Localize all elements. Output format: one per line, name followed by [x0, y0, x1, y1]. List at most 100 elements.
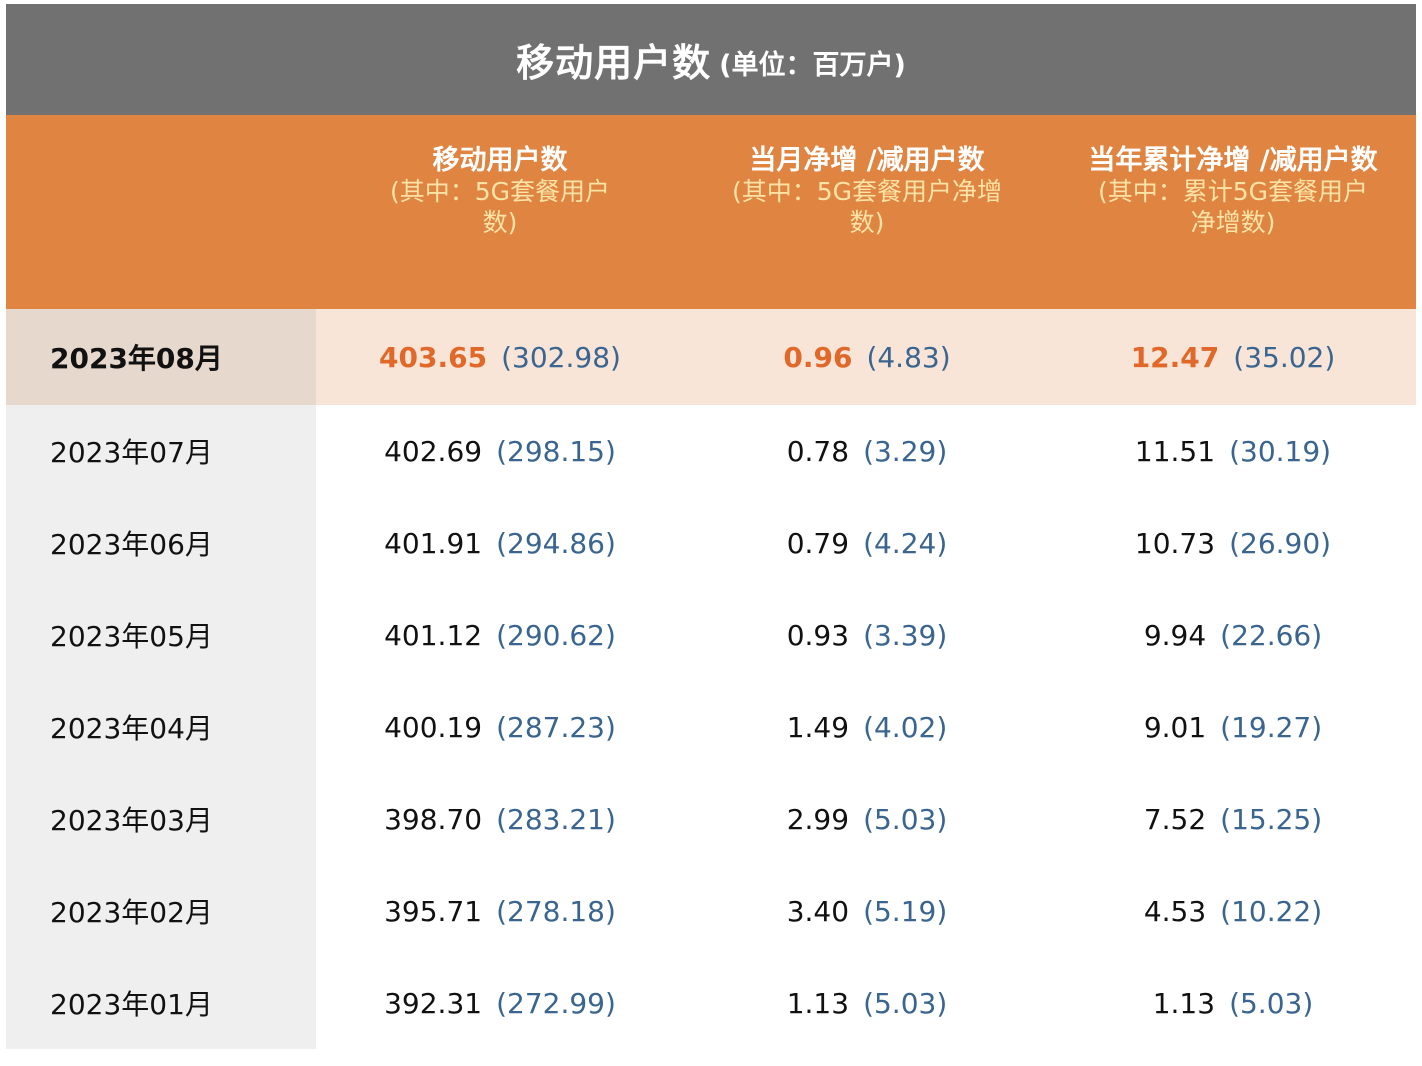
row-date: 2023年08月 — [6, 309, 316, 405]
users-value: 401.91 — [384, 526, 483, 560]
cumulative-cell: 7.52 (15.25) — [1050, 773, 1416, 865]
monthly-5g-value: (5.03) — [863, 802, 948, 836]
users-5g-value: (272.99) — [496, 986, 616, 1020]
monthly-5g-value: (3.39) — [863, 618, 948, 652]
cumulative-5g-value: (35.02) — [1233, 340, 1336, 374]
users-5g-value: (283.21) — [496, 802, 616, 836]
monthly-5g-value: (4.24) — [863, 526, 948, 560]
row-date: 2023年05月 — [6, 589, 316, 681]
monthly-value: 0.93 — [786, 618, 850, 652]
table-row-highlighted: 2023年08月 403.65 (302.98) 0.96 (4.83) 12.47… — [6, 309, 1416, 405]
table-body: 2023年08月 403.65 (302.98) 0.96 (4.83) 12.47… — [6, 309, 1416, 1049]
table-row: 2023年05月 401.12 (290.62) 0.93 (3.39) 9.94 (… — [6, 589, 1416, 681]
users-cell: 400.19 (287.23) — [316, 681, 684, 773]
row-date: 2023年02月 — [6, 865, 316, 957]
row-date: 2023年07月 — [6, 405, 316, 497]
table-row: 2023年06月 401.91 (294.86) 0.79 (4.24) 10.73… — [6, 497, 1416, 589]
table-row: 2023年07月 402.69 (298.15) 0.78 (3.29) 11.51… — [6, 405, 1416, 497]
mobile-users-table: 移动用户数 (单位：百万户) 移动用户数 (其中：5G套餐用户数) 当月净增 /… — [6, 4, 1416, 1049]
monthly-value: 0.79 — [786, 526, 850, 560]
row-date: 2023年01月 — [6, 957, 316, 1049]
cumulative-5g-value: (10.22) — [1220, 894, 1323, 928]
monthly-value: 1.49 — [786, 710, 850, 744]
monthly-5g-value: (4.83) — [866, 340, 951, 374]
users-value: 400.19 — [384, 710, 483, 744]
column-header-sub: (其中：5G套餐用户数) — [389, 177, 611, 237]
monthly-cell: 0.93 (3.39) — [684, 589, 1050, 681]
column-header-main: 当月净增 /减用户数 — [749, 145, 985, 176]
monthly-cell: 0.79 (4.24) — [684, 497, 1050, 589]
monthly-cell: 3.40 (5.19) — [684, 865, 1050, 957]
users-cell: 392.31 (272.99) — [316, 957, 684, 1049]
monthly-value: 3.40 — [786, 894, 850, 928]
monthly-value: 0.96 — [783, 340, 853, 374]
cumulative-cell: 12.47 (35.02) — [1050, 309, 1416, 405]
row-date: 2023年04月 — [6, 681, 316, 773]
cumulative-value: 12.47 — [1130, 340, 1220, 374]
row-date: 2023年03月 — [6, 773, 316, 865]
column-header-main: 移动用户数 — [432, 145, 568, 176]
users-5g-value: (298.15) — [496, 434, 616, 468]
column-header-sub: (其中：累计5G套餐用户净增数) — [1097, 177, 1369, 237]
users-value: 395.71 — [384, 894, 483, 928]
column-header-monthly: 当月净增 /减用户数 (其中：5G套餐用户净增数) — [684, 115, 1050, 309]
cumulative-value: 9.01 — [1143, 710, 1207, 744]
column-header-users: 移动用户数 (其中：5G套餐用户数) — [316, 115, 684, 309]
cumulative-cell: 1.13 (5.03) — [1050, 957, 1416, 1049]
table-row: 2023年04月 400.19 (287.23) 1.49 (4.02) 9.01 (… — [6, 681, 1416, 773]
users-cell: 401.12 (290.62) — [316, 589, 684, 681]
monthly-cell: 1.13 (5.03) — [684, 957, 1050, 1049]
table-row: 2023年03月 398.70 (283.21) 2.99 (5.03) 7.52 (… — [6, 773, 1416, 865]
cumulative-5g-value: (22.66) — [1220, 618, 1323, 652]
users-cell: 403.65 (302.98) — [316, 309, 684, 405]
table-unit: (单位：百万户) — [719, 50, 906, 81]
users-value: 398.70 — [384, 802, 483, 836]
cumulative-5g-value: (30.19) — [1229, 434, 1332, 468]
users-value: 403.65 — [379, 340, 488, 374]
users-5g-value: (294.86) — [496, 526, 616, 560]
cumulative-cell: 11.51 (30.19) — [1050, 405, 1416, 497]
cumulative-value: 9.94 — [1143, 618, 1207, 652]
table-row: 2023年01月 392.31 (272.99) 1.13 (5.03) 1.13 (… — [6, 957, 1416, 1049]
monthly-cell: 0.96 (4.83) — [684, 309, 1050, 405]
monthly-5g-value: (4.02) — [863, 710, 948, 744]
cumulative-5g-value: (5.03) — [1229, 986, 1314, 1020]
monthly-value: 2.99 — [786, 802, 850, 836]
cumulative-value: 10.73 — [1134, 526, 1216, 560]
column-header-cumulative: 当年累计净增 /减用户数 (其中：累计5G套餐用户净增数) — [1050, 115, 1416, 309]
cumulative-cell: 10.73 (26.90) — [1050, 497, 1416, 589]
users-5g-value: (287.23) — [496, 710, 616, 744]
column-header-row: 移动用户数 (其中：5G套餐用户数) 当月净增 /减用户数 (其中：5G套餐用户… — [6, 115, 1416, 309]
monthly-5g-value: (5.03) — [863, 986, 948, 1020]
column-header-main: 当年累计净增 /减用户数 — [1088, 145, 1378, 176]
cumulative-value: 1.13 — [1152, 986, 1216, 1020]
row-date: 2023年06月 — [6, 497, 316, 589]
monthly-cell: 2.99 (5.03) — [684, 773, 1050, 865]
users-cell: 401.91 (294.86) — [316, 497, 684, 589]
users-value: 401.12 — [384, 618, 483, 652]
cumulative-cell: 9.01 (19.27) — [1050, 681, 1416, 773]
monthly-cell: 1.49 (4.02) — [684, 681, 1050, 773]
cumulative-cell: 9.94 (22.66) — [1050, 589, 1416, 681]
users-5g-value: (302.98) — [501, 340, 621, 374]
users-5g-value: (290.62) — [496, 618, 616, 652]
users-value: 392.31 — [384, 986, 483, 1020]
users-cell: 398.70 (283.21) — [316, 773, 684, 865]
cumulative-5g-value: (15.25) — [1220, 802, 1323, 836]
table-row: 2023年02月 395.71 (278.18) 3.40 (5.19) 4.53 (… — [6, 865, 1416, 957]
cumulative-value: 7.52 — [1143, 802, 1207, 836]
cumulative-5g-value: (26.90) — [1229, 526, 1332, 560]
monthly-value: 1.13 — [786, 986, 850, 1020]
monthly-5g-value: (3.29) — [863, 434, 948, 468]
users-cell: 395.71 (278.18) — [316, 865, 684, 957]
cumulative-value: 4.53 — [1143, 894, 1207, 928]
cumulative-value: 11.51 — [1134, 434, 1216, 468]
table-title-bar: 移动用户数 (单位：百万户) — [6, 4, 1416, 115]
users-value: 402.69 — [384, 434, 483, 468]
column-header-date — [6, 115, 316, 309]
column-header-sub: (其中：5G套餐用户净增数) — [731, 177, 1003, 237]
users-5g-value: (278.18) — [496, 894, 616, 928]
users-cell: 402.69 (298.15) — [316, 405, 684, 497]
monthly-cell: 0.78 (3.29) — [684, 405, 1050, 497]
cumulative-5g-value: (19.27) — [1220, 710, 1323, 744]
